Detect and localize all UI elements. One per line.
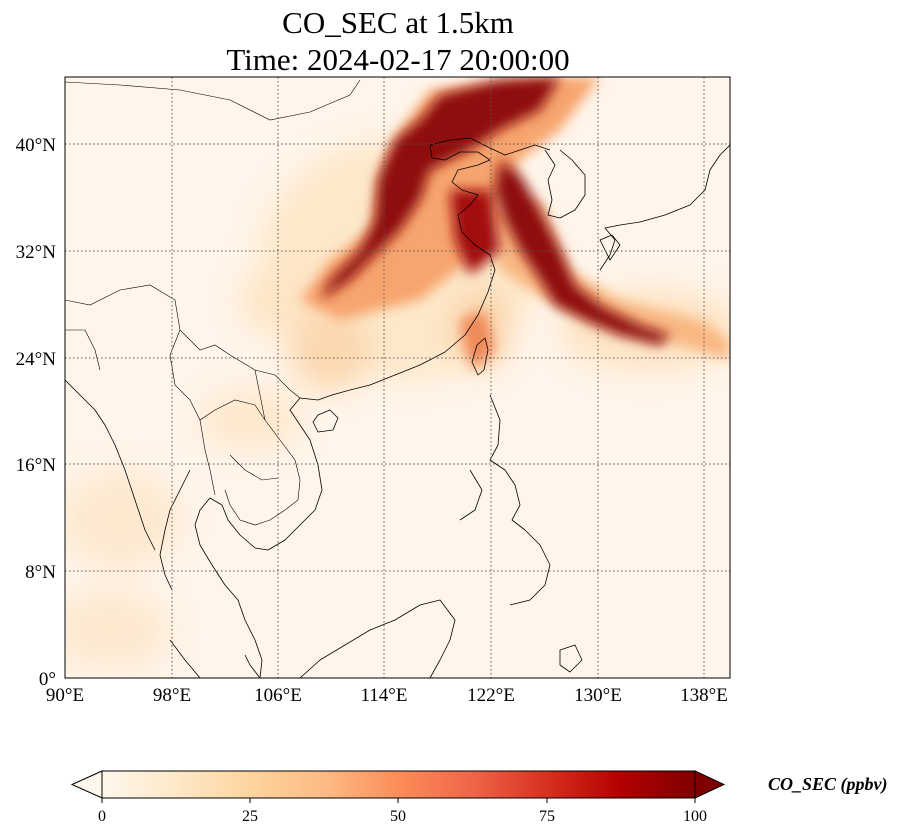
japan-coastline — [599, 144, 730, 271]
colorbar-extend-min — [70, 770, 103, 799]
lat-tick-label: 24°N — [16, 349, 57, 370]
colorbar-tick-label: 0 — [98, 808, 106, 825]
lon-tick-label: 98°E — [153, 685, 191, 706]
indochina-coastline — [194, 394, 333, 678]
colorbar-tick-label: 100 — [683, 808, 707, 825]
colorbar-gradient — [102, 771, 695, 798]
lat-tick-label: 8°N — [25, 562, 56, 583]
concentration-field — [65, 77, 730, 670]
china-coastline — [331, 137, 551, 396]
lat-tick-label: 32°N — [16, 242, 57, 263]
country-borders — [65, 79, 361, 121]
lon-tick-label: 90°E — [46, 685, 84, 706]
map-panel — [65, 77, 730, 678]
colorbar: 0 25 50 75 100 CO_SEC (ppbv) — [70, 770, 888, 825]
borneo-coastline — [299, 599, 456, 678]
lon-tick-label: 138°E — [680, 685, 728, 706]
title-line-2: Time: 2024-02-17 20:00:00 — [226, 42, 569, 77]
lat-tick-labels: 0° 8°N 16°N 24°N 32°N 40°N — [16, 135, 57, 690]
colorbar-label: CO_SEC (ppbv) — [768, 774, 888, 795]
coastlines — [65, 79, 730, 678]
taiwan-coastline — [471, 337, 489, 376]
lon-tick-labels: 90°E 98°E 106°E 114°E 122°E 130°E 138°E — [46, 685, 728, 706]
title-line-1: CO_SEC at 1.5km — [282, 5, 514, 40]
philippines-coastline — [489, 394, 551, 606]
lon-tick-label: 114°E — [361, 685, 408, 706]
lon-tick-label: 122°E — [467, 685, 515, 706]
lat-tick-label: 16°N — [16, 455, 57, 476]
colorbar-tick-label: 75 — [539, 808, 555, 825]
colorbar-tick-label: 25 — [242, 808, 258, 825]
lon-tick-label: 130°E — [574, 685, 622, 706]
lat-tick-label: 40°N — [16, 135, 57, 156]
korea-coastline — [544, 149, 586, 219]
lat-tick-label: 0° — [39, 669, 56, 690]
hainan-coastline — [312, 409, 339, 433]
lon-tick-label: 106°E — [254, 685, 302, 706]
colorbar-tick-label: 50 — [390, 808, 406, 825]
map-frame — [64, 76, 731, 679]
colorbar-extend-max — [694, 770, 726, 799]
gridlines — [65, 77, 730, 678]
